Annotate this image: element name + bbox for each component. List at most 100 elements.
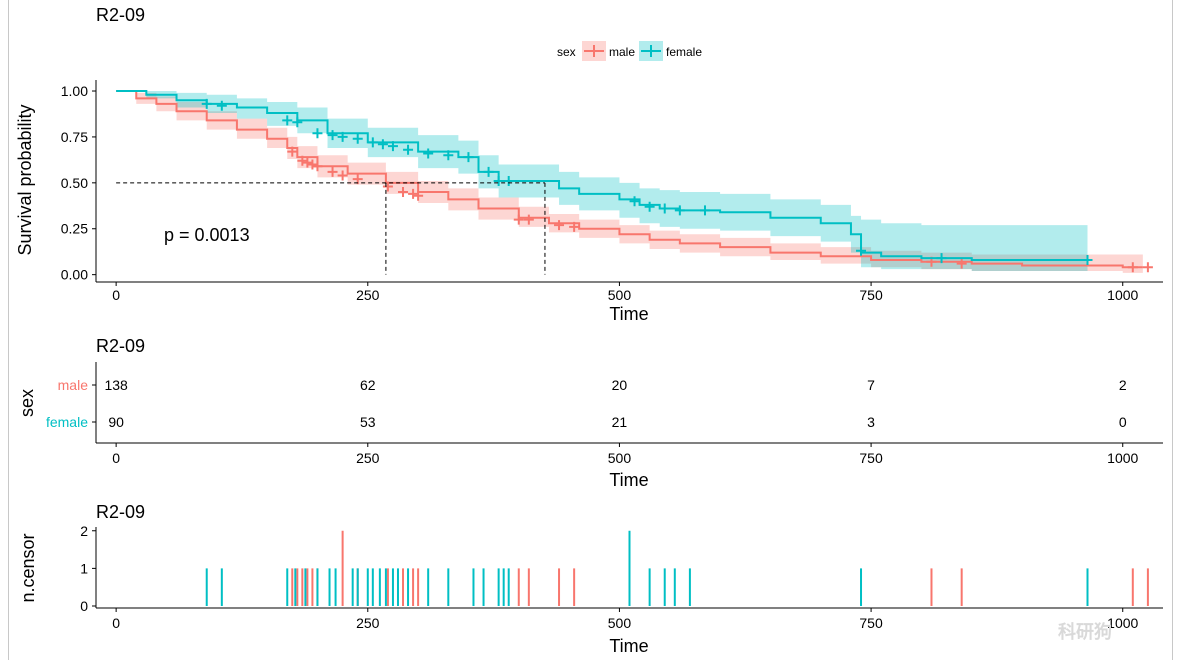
female-survival-curve [116, 90, 1088, 261]
female-censor-mark [699, 205, 710, 216]
female-censor-mark [201, 98, 212, 109]
risk-xtick-label: 1000 [1107, 450, 1138, 466]
male-censor-mark [287, 146, 298, 157]
window-right-edge [1172, 0, 1173, 660]
censor-xlabel: Time [609, 636, 648, 656]
survival-xtick-label: 250 [356, 287, 380, 303]
survival-xtick-label: 750 [859, 287, 883, 303]
survival-ytick-label: 0.00 [61, 267, 88, 283]
female-censor-mark [936, 253, 947, 264]
female-censor-mark [423, 148, 434, 159]
risk-count-female: 0 [1119, 414, 1127, 430]
legend-title: sex [557, 45, 576, 59]
female-censor-mark [659, 203, 670, 214]
risk-count-female: 3 [867, 414, 875, 430]
censor-ytick-label: 2 [80, 523, 88, 539]
female-censor-mark [352, 133, 363, 144]
female-censor-mark [292, 117, 303, 128]
risk-xtick-label: 250 [356, 450, 380, 466]
male-survival-curve [116, 90, 1143, 269]
male-confidence-band [116, 91, 1143, 273]
risk-count-female: 90 [108, 414, 124, 430]
survival-plot: 0.00 0.25 0.50 0.75 1.00 0 250 500 750 1000 [61, 80, 1163, 303]
risk-count-male: 7 [867, 377, 875, 393]
censor-ylabel: n.censor [18, 533, 38, 602]
risk-count-male: 62 [360, 377, 376, 393]
female-confidence-band [116, 91, 1088, 271]
p-value: p = 0.0013 [164, 225, 250, 245]
legend-female-label: female [666, 45, 702, 59]
risk-xtick-label: 750 [859, 450, 883, 466]
female-censor-mark [1082, 254, 1093, 265]
male-censor-mark [513, 214, 524, 225]
risk-title: R2-09 [96, 336, 145, 356]
survival-ytick-label: 1.00 [61, 83, 88, 99]
male-censor-mark [1127, 262, 1138, 273]
survival-title: R2-09 [96, 5, 145, 25]
risk-xlabel: Time [609, 470, 648, 490]
window-left-edge [8, 0, 9, 660]
female-censor-mark [377, 139, 388, 150]
female-censor-mark [503, 176, 514, 186]
survival-ytick-label: 0.50 [61, 175, 88, 191]
male-censor-mark [408, 188, 419, 199]
male-censor-mark [297, 155, 308, 166]
female-censor-mark [367, 137, 378, 148]
male-censor-mark [398, 187, 409, 198]
female-censor-mark [312, 128, 323, 139]
male-censor-mark [302, 157, 313, 168]
censor-xtick-label: 1000 [1107, 615, 1138, 631]
censor-xtick-label: 500 [608, 615, 632, 631]
legend: sex male female [557, 41, 702, 61]
survival-xtick-label: 500 [608, 287, 632, 303]
survival-ylabel: Survival probability [15, 104, 35, 255]
male-censor-mark [1142, 262, 1153, 273]
female-censor-mark [463, 152, 474, 163]
female-censor-mark [629, 196, 640, 207]
risk-count-male: 2 [1119, 377, 1127, 393]
male-censor-mark [554, 220, 565, 231]
female-censor-mark [403, 144, 414, 155]
female-censor-mark [483, 166, 494, 177]
risk-count-male: 20 [612, 377, 628, 393]
male-censor-mark [413, 190, 424, 201]
male-censor-mark [382, 181, 393, 192]
male-censor-mark [569, 221, 580, 232]
female-censor-mark [674, 205, 685, 216]
censor-title: R2-09 [96, 502, 145, 522]
male-censor-mark [327, 166, 338, 177]
survival-xlabel: Time [609, 304, 648, 324]
male-censor-mark [312, 161, 323, 172]
female-censor-mark [856, 245, 867, 256]
male-censor-mark [307, 159, 318, 170]
female-censor-mark [443, 150, 454, 161]
male-censor-mark [956, 258, 967, 269]
female-censor-mark [387, 141, 398, 152]
female-censor-mark [644, 201, 655, 212]
legend-male-label: male [609, 45, 635, 59]
female-censor-mark [327, 130, 338, 141]
risk-ylabel: sex [17, 389, 37, 417]
censor-plot: 0 1 2 0 250 500 750 1000 [80, 523, 1163, 631]
female-censor-mark [282, 115, 293, 126]
risk-count-male: 138 [104, 377, 128, 393]
female-censor-mark [216, 100, 227, 111]
male-censor-mark [523, 214, 534, 225]
censor-ytick-label: 1 [80, 560, 88, 576]
risk-table: male 138 62 20 7 2 female 90 53 21 3 0 0 250 500 750 100… [46, 362, 1163, 466]
female-censor-mark [337, 131, 348, 142]
risk-row-label-female: female [46, 414, 88, 430]
survival-ytick-label: 0.75 [61, 129, 88, 145]
risk-xtick-label: 0 [112, 450, 120, 466]
censor-xtick-label: 0 [112, 615, 120, 631]
censor-xtick-label: 750 [859, 615, 883, 631]
risk-count-female: 21 [612, 414, 628, 430]
censor-ytick-label: 0 [80, 598, 88, 614]
survival-xtick-label: 0 [112, 287, 120, 303]
risk-row-label-male: male [58, 377, 89, 393]
female-censor-mark [493, 176, 504, 186]
risk-count-female: 53 [360, 414, 376, 430]
risk-xtick-label: 500 [608, 450, 632, 466]
censor-xtick-label: 250 [356, 615, 380, 631]
